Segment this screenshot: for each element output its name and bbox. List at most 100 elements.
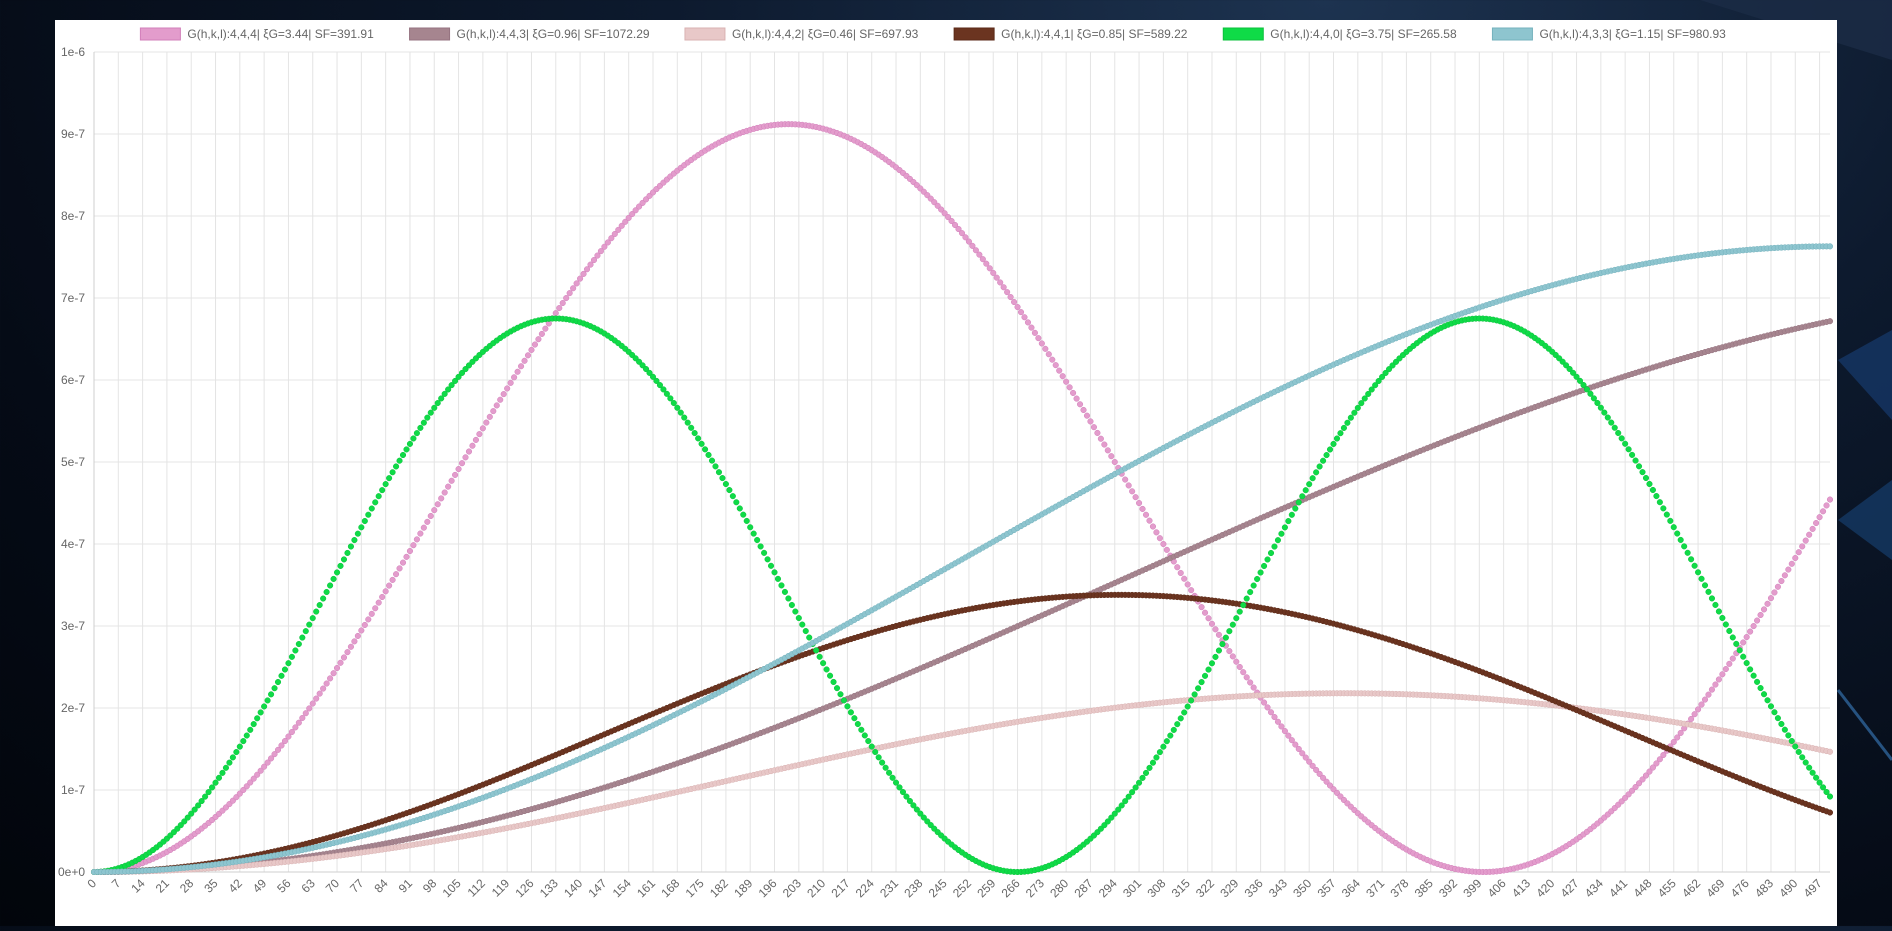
legend-item-2[interactable]: G(h,k,l):4,4,2| ξG=0.46| SF=697.93 <box>684 27 919 41</box>
data-point <box>222 764 229 771</box>
data-point <box>333 569 341 576</box>
data-point <box>656 382 663 389</box>
data-point <box>1656 756 1663 763</box>
data-point <box>670 399 677 407</box>
x-tick-label: 329 <box>1217 876 1241 900</box>
data-point <box>448 382 455 389</box>
data-point <box>639 362 646 369</box>
data-point <box>181 818 188 825</box>
data-point <box>608 235 615 242</box>
data-point <box>896 784 903 791</box>
data-point <box>514 368 521 375</box>
legend-item-1[interactable]: G(h,k,l):4,4,3| ξG=0.96| SF=1072.29 <box>409 27 650 41</box>
data-point <box>1337 430 1344 437</box>
data-point <box>1281 728 1288 735</box>
data-point <box>830 678 837 686</box>
data-point <box>264 759 271 766</box>
data-point <box>636 203 643 210</box>
data-point <box>1649 764 1656 771</box>
data-point <box>1722 621 1729 628</box>
data-point <box>420 419 427 426</box>
data-point <box>424 414 431 421</box>
data-point <box>712 463 719 470</box>
data-point <box>413 430 420 437</box>
data-point <box>1132 784 1139 791</box>
series <box>90 121 1834 876</box>
data-point <box>351 638 358 645</box>
data-point <box>1635 463 1643 470</box>
data-point <box>340 654 348 661</box>
data-point <box>302 628 309 635</box>
data-point <box>1125 793 1132 800</box>
data-point <box>1226 648 1233 655</box>
data-point <box>1229 653 1236 660</box>
data-point <box>1316 463 1323 470</box>
y-tick-label: 5e-7 <box>61 455 85 469</box>
data-point <box>969 242 976 249</box>
data-point <box>1278 530 1285 537</box>
data-point <box>632 207 639 214</box>
data-point <box>945 214 952 221</box>
data-point <box>1243 595 1250 602</box>
data-point <box>1146 764 1153 771</box>
data-point <box>1576 377 1584 384</box>
data-point <box>892 779 900 786</box>
data-point <box>188 810 195 817</box>
data-point <box>340 556 348 563</box>
data-point <box>1698 701 1705 708</box>
data-point <box>1826 318 1834 325</box>
data-point <box>1826 809 1834 816</box>
data-point <box>1007 294 1014 301</box>
data-point <box>1257 569 1264 576</box>
data-point <box>1691 711 1698 718</box>
data-point <box>1771 709 1778 716</box>
data-point <box>458 369 466 376</box>
legend[interactable]: G(h,k,l):4,4,4| ξG=3.44| SF=391.91 G(h,k,… <box>139 27 1726 41</box>
data-point <box>646 369 653 376</box>
x-tick-label: 273 <box>1023 876 1047 900</box>
x-tick-label: 427 <box>1558 876 1582 900</box>
data-point <box>1767 703 1775 710</box>
data-point <box>448 477 455 484</box>
y-tick-label: 2e-7 <box>61 701 85 715</box>
data-point <box>1705 588 1712 595</box>
data-point <box>649 373 657 380</box>
legend-item-3[interactable]: G(h,k,l):4,4,1| ξG=0.85| SF=589.22 <box>953 27 1188 41</box>
data-point <box>1736 647 1743 654</box>
data-point <box>250 721 257 728</box>
x-tick-label: 140 <box>561 876 585 900</box>
data-point <box>764 556 771 563</box>
x-tick-label: 112 <box>465 876 489 900</box>
x-tick-label: 105 <box>440 876 464 900</box>
data-point <box>452 471 459 478</box>
data-point <box>306 705 313 712</box>
data-point <box>1011 298 1018 306</box>
data-point <box>524 352 532 359</box>
data-point <box>1826 496 1834 503</box>
data-point <box>1056 367 1063 374</box>
x-tick-label: 357 <box>1315 876 1339 900</box>
data-point <box>1236 608 1243 615</box>
data-point <box>868 743 875 750</box>
data-point <box>1049 356 1056 363</box>
data-point <box>726 487 733 494</box>
data-point <box>1386 366 1393 373</box>
data-point <box>1754 617 1761 624</box>
data-point <box>774 575 782 582</box>
data-point <box>1292 741 1299 748</box>
data-point <box>226 759 233 766</box>
legend-item-0[interactable]: G(h,k,l):4,4,4| ξG=3.44| SF=391.91 <box>139 27 374 41</box>
data-point <box>886 769 893 776</box>
data-point <box>413 536 420 543</box>
data-point <box>1330 440 1337 448</box>
data-point <box>1188 697 1195 704</box>
data-point <box>1267 549 1275 557</box>
data-point <box>476 431 483 438</box>
data-point <box>382 588 389 595</box>
data-point <box>1094 429 1101 436</box>
legend-item-5[interactable]: G(h,k,l):4,3,3| ξG=1.15| SF=980.93 <box>1491 27 1726 41</box>
x-tick-label: 371 <box>1363 876 1387 900</box>
data-point <box>1142 511 1150 518</box>
data-point <box>465 448 473 455</box>
legend-item-4[interactable]: G(h,k,l):4,4,0| ξG=3.75| SF=265.58 <box>1222 27 1457 41</box>
